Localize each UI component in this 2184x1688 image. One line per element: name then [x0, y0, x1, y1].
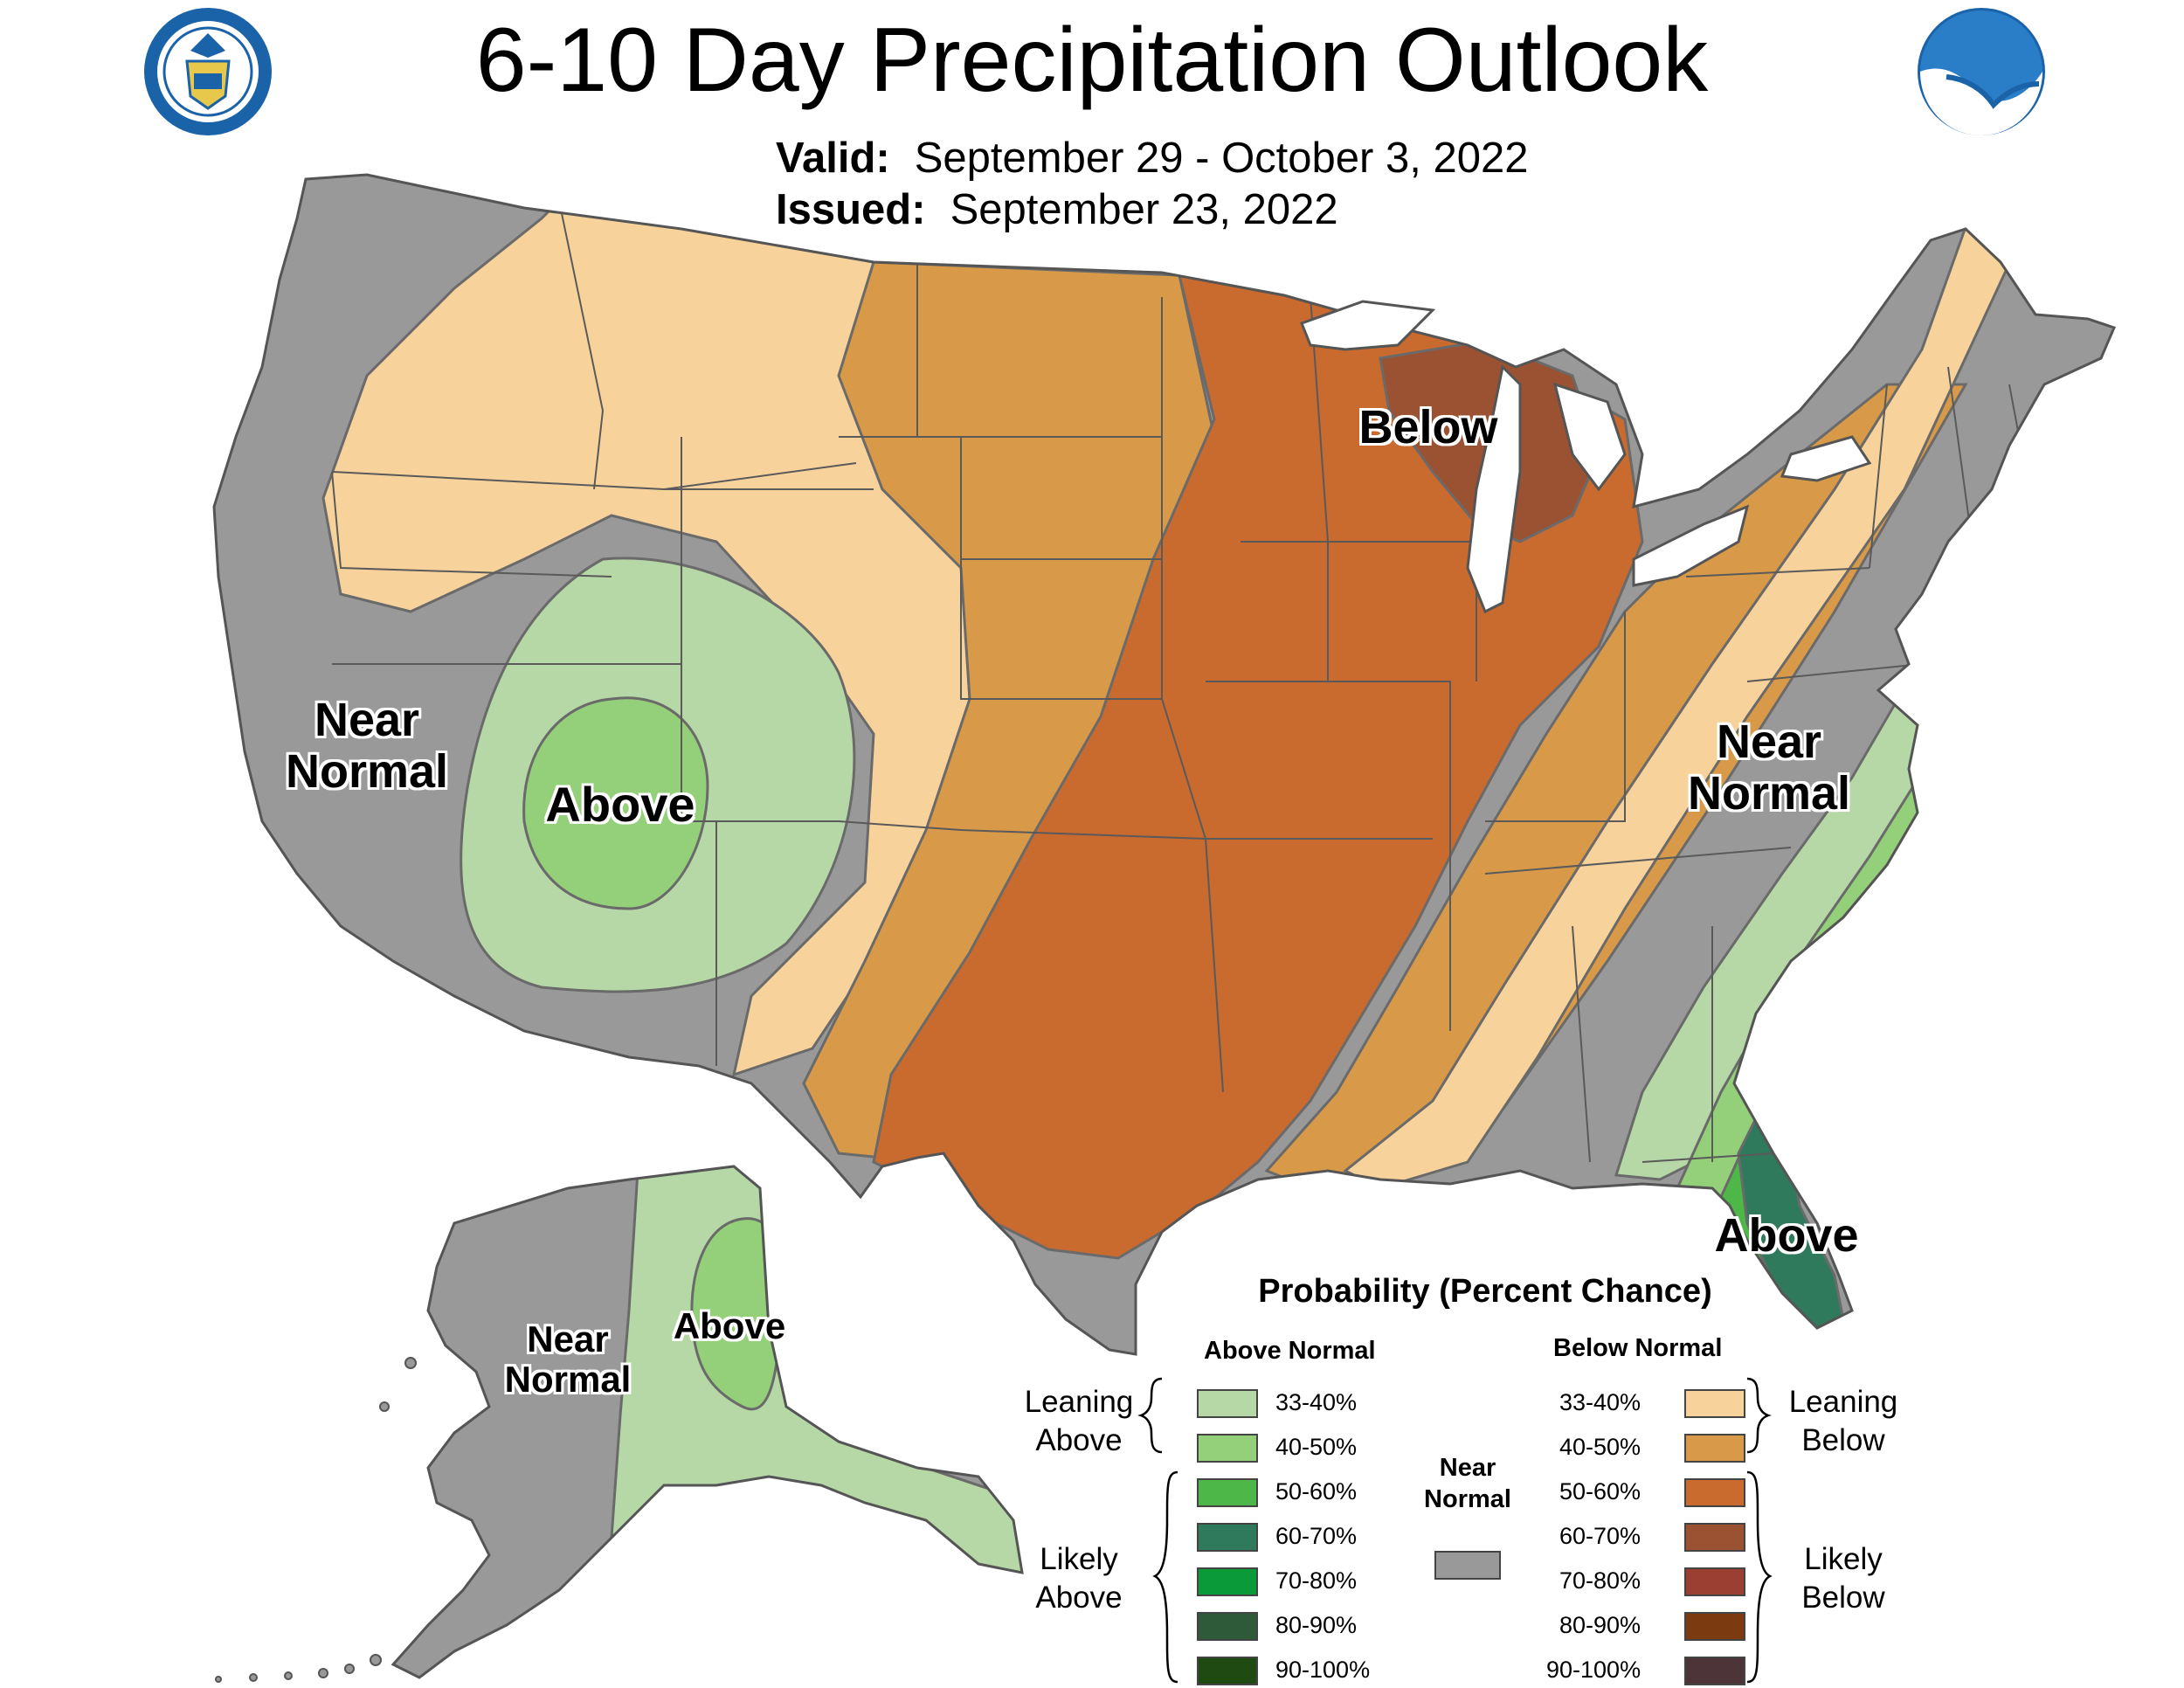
leaning-below-line2: Below	[1801, 1422, 1885, 1457]
legend-swatch-above-60-70	[1197, 1523, 1258, 1552]
label-florida-above: Above	[1714, 1209, 1859, 1262]
great-lakes	[1300, 300, 1872, 614]
legend-below-40-50-label: 40-50%	[1559, 1434, 1641, 1460]
legend-swatch-below-70-80	[1684, 1567, 1745, 1596]
legend-swatch-below-80-90	[1684, 1612, 1745, 1641]
label-west-near-normal: Near Normal	[262, 694, 472, 799]
legend-swatch-above-80-90	[1197, 1612, 1258, 1641]
label-west-near-line1: Near	[314, 694, 420, 746]
label-alaska-above: Above	[673, 1305, 786, 1346]
likely-above-line2: Above	[1035, 1580, 1123, 1615]
issued-label: Issued:	[776, 186, 926, 233]
legend-near-normal-header: Near Normal	[1411, 1452, 1524, 1516]
legend-below-header: Below Normal	[1553, 1334, 1723, 1362]
issued-date: September 23, 2022	[950, 186, 1338, 233]
midwest-below-area	[872, 273, 1644, 1260]
legend-swatch-above-70-80	[1197, 1567, 1258, 1596]
legend-above-50-60-label: 50-60%	[1275, 1478, 1358, 1505]
legend-title: Probability (Percent Chance)	[1258, 1273, 1712, 1310]
alaska-outline	[390, 1165, 1024, 1679]
legend-above-80-90-label: 80-90%	[1275, 1612, 1358, 1638]
legend-above-header: Above Normal	[1204, 1337, 1376, 1365]
legend-above-90-100-label: 90-100%	[1275, 1657, 1371, 1683]
legend-swatch-below-90-100	[1684, 1657, 1745, 1685]
legend-above-40-50-label: 40-50%	[1275, 1434, 1358, 1460]
alaska-outlook-regions	[393, 1166, 1022, 1678]
noaa-logo	[1918, 8, 2045, 135]
legend-below-33-40-label: 33-40%	[1559, 1389, 1641, 1415]
label-alaska-near-normal: Near Normal	[476, 1318, 660, 1401]
state-boundaries	[331, 200, 2036, 1163]
legend-swatch-below-40-50	[1684, 1434, 1745, 1463]
conus-outline	[212, 173, 2117, 1356]
legend-below-80-90-label: 80-90%	[1559, 1612, 1641, 1638]
southwest-above-core	[522, 696, 709, 910]
legend-swatch-below-33-40	[1684, 1389, 1745, 1418]
legend-leaning-above-label: Leaning Above	[1013, 1383, 1144, 1460]
legend-above-60-70-label: 60-70%	[1275, 1523, 1358, 1549]
label-west-near-line2: Normal	[285, 745, 449, 799]
legend-below-60-70-label: 60-70%	[1559, 1523, 1641, 1549]
valid-label: Valid:	[776, 135, 890, 182]
alaska-leaning-above-area	[610, 1166, 1022, 1592]
legend-swatch-below-50-60	[1684, 1478, 1745, 1507]
valid-period: Valid: September 29 - October 3, 2022	[776, 134, 1528, 183]
conus-outlook-regions	[214, 175, 2114, 1354]
likely-above-line1: Likely	[1040, 1542, 1118, 1576]
label-east-near-line1: Near	[1716, 716, 1822, 768]
likely-below-line2: Below	[1801, 1580, 1885, 1615]
legend-below-90-100-label: 90-100%	[1546, 1657, 1641, 1683]
issued-date-row: Issued: September 23, 2022	[776, 185, 1338, 234]
legend-braces	[1137, 1377, 1773, 1684]
label-alaska-near-line1: Near	[527, 1318, 609, 1359]
label-southwest-above: Above	[545, 777, 695, 832]
legend-swatch-near-normal	[1434, 1551, 1501, 1580]
label-great-lakes-below: Below	[1358, 401, 1498, 453]
label-alaska-near-line2: Normal	[504, 1359, 632, 1401]
aleutian-islands	[215, 1357, 417, 1683]
valid-dates: September 29 - October 3, 2022	[914, 135, 1529, 182]
legend-swatch-below-60-70	[1684, 1523, 1745, 1552]
department-of-commerce-seal	[144, 8, 272, 135]
likely-below-line1: Likely	[1804, 1542, 1883, 1576]
leaning-above-line1: Leaning	[1024, 1385, 1134, 1419]
legend-above-70-80-label: 70-80%	[1275, 1567, 1358, 1594]
legend-leaning-below-label: Leaning Below	[1778, 1383, 1909, 1460]
legend-swatch-above-50-60	[1197, 1478, 1258, 1507]
leaning-below-line1: Leaning	[1788, 1385, 1898, 1419]
leaning-above-line2: Above	[1035, 1422, 1123, 1457]
legend-swatch-above-90-100	[1197, 1657, 1258, 1685]
label-east-near-line2: Normal	[1687, 767, 1851, 820]
legend-likely-above-label: Likely Above	[1013, 1540, 1144, 1617]
legend-swatch-above-33-40	[1197, 1389, 1258, 1418]
legend-below-70-80-label: 70-80%	[1559, 1567, 1641, 1594]
legend-likely-below-label: Likely Below	[1778, 1540, 1909, 1617]
near-header-line1: Near	[1439, 1454, 1496, 1482]
near-header-line2: Normal	[1424, 1485, 1511, 1514]
legend-below-50-60-label: 50-60%	[1559, 1478, 1641, 1505]
label-east-near-normal: Near Normal	[1664, 716, 1874, 820]
legend-above-33-40-label: 33-40%	[1275, 1389, 1358, 1415]
legend-swatch-above-40-50	[1197, 1434, 1258, 1463]
page-title: 6-10 Day Precipitation Outlook	[475, 10, 1709, 111]
